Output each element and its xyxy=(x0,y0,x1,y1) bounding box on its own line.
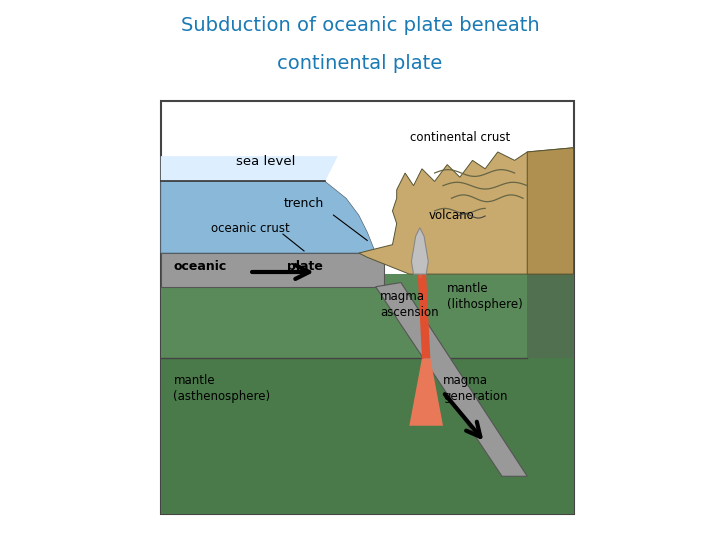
Polygon shape xyxy=(376,282,527,476)
Polygon shape xyxy=(161,156,338,181)
Text: oceanic: oceanic xyxy=(174,260,227,273)
Polygon shape xyxy=(527,274,574,359)
Text: continental plate: continental plate xyxy=(277,54,443,73)
Polygon shape xyxy=(418,274,431,359)
Text: mantle
(lithosphere): mantle (lithosphere) xyxy=(447,282,523,311)
Text: oceanic crust: oceanic crust xyxy=(212,222,290,235)
Text: magma
ascension: magma ascension xyxy=(380,290,438,319)
Text: plate: plate xyxy=(287,260,323,273)
Polygon shape xyxy=(409,359,443,426)
Polygon shape xyxy=(161,359,574,514)
Polygon shape xyxy=(411,228,428,274)
Polygon shape xyxy=(527,148,574,274)
Polygon shape xyxy=(161,181,376,253)
Polygon shape xyxy=(359,148,574,274)
Text: sea level: sea level xyxy=(236,154,296,167)
Text: magma
generation: magma generation xyxy=(443,374,508,403)
Polygon shape xyxy=(161,253,384,287)
Text: volcano: volcano xyxy=(428,210,474,222)
Text: Subduction of oceanic plate beneath: Subduction of oceanic plate beneath xyxy=(181,16,539,35)
Polygon shape xyxy=(161,274,574,359)
Text: mantle
(asthenosphere): mantle (asthenosphere) xyxy=(174,374,271,403)
Text: continental crust: continental crust xyxy=(410,131,510,144)
Text: trench: trench xyxy=(284,197,324,210)
